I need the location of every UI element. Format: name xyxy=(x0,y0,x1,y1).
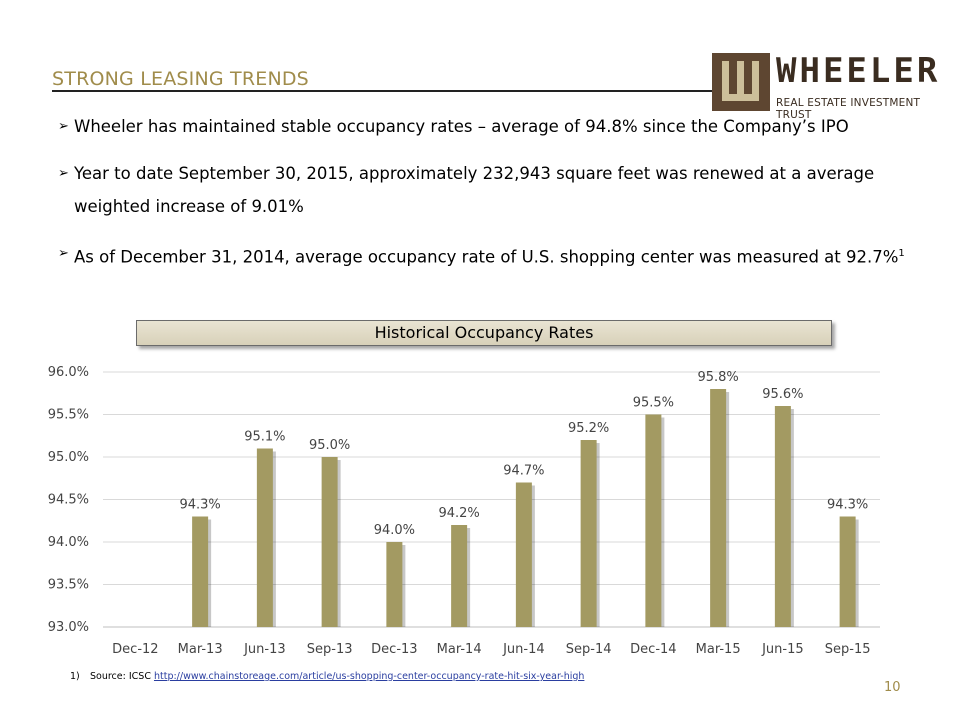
y-tick-label: 95.0% xyxy=(48,450,89,465)
bar xyxy=(645,414,662,627)
wheeler-logo: WHEELER REAL ESTATE INVESTMENT TRUST xyxy=(712,51,937,121)
data-label: 95.6% xyxy=(762,387,803,402)
page-number: 10 xyxy=(884,680,901,695)
bar xyxy=(580,440,597,627)
arrow-bullet-icon: ➢ xyxy=(58,246,69,261)
bar xyxy=(774,406,791,627)
data-label: 95.0% xyxy=(309,438,350,453)
y-tick-label: 94.5% xyxy=(48,493,89,508)
x-tick-label: Mar-13 xyxy=(178,642,223,657)
bullet-text: As of December 31, 2014, average occupan… xyxy=(74,247,899,267)
bullet-text: Year to date September 30, 2015, approxi… xyxy=(74,164,875,216)
footnote-source-label: Source: ICSC xyxy=(90,671,154,682)
x-tick-label: Jun-15 xyxy=(761,642,804,657)
data-label: 94.0% xyxy=(374,523,415,538)
bar xyxy=(192,516,209,627)
x-tick-label: Jun-13 xyxy=(243,642,286,657)
x-tick-label: Sep-14 xyxy=(566,642,612,657)
data-label: 95.8% xyxy=(697,370,738,385)
bar xyxy=(451,525,468,627)
footnote-number: 1) xyxy=(70,671,80,682)
x-tick-label: Mar-15 xyxy=(696,642,741,657)
bar xyxy=(839,516,856,627)
bullet-item: ➢ As of December 31, 2014, average occup… xyxy=(58,237,908,274)
occupancy-bar-chart: 93.0% 93.5% 94.0% 94.5% 95.0% 95.5% 96.0% Dec-1… xyxy=(48,365,880,657)
logo-subtitle: REAL ESTATE INVESTMENT TRUST xyxy=(776,97,921,121)
bullet-item: ➢ Wheeler has maintained stable occupanc… xyxy=(58,110,908,143)
x-tick-label: Dec-14 xyxy=(630,642,676,657)
data-label: 94.3% xyxy=(827,498,868,513)
data-label: 94.7% xyxy=(503,464,544,479)
bar xyxy=(515,482,532,627)
footnote: 1) Source: ICSC http://www.chainstoreage.… xyxy=(70,671,584,682)
arrow-bullet-icon: ➢ xyxy=(58,166,69,181)
y-tick-label: 93.5% xyxy=(48,578,89,593)
bar xyxy=(386,542,403,627)
y-tick-label: 95.5% xyxy=(48,408,89,423)
x-tick-label: Sep-15 xyxy=(825,642,871,657)
x-tick-label: Sep-13 xyxy=(307,642,353,657)
y-tick-label: 96.0% xyxy=(48,365,89,380)
bullet-list: ➢ Wheeler has maintained stable occupanc… xyxy=(58,110,908,288)
y-tick-label: 94.0% xyxy=(48,535,89,550)
y-tick-label: 93.0% xyxy=(48,620,89,635)
data-label: 95.1% xyxy=(244,430,285,445)
bar xyxy=(710,389,727,627)
bar xyxy=(256,448,273,627)
x-tick-label: Dec-13 xyxy=(371,642,417,657)
data-label: 94.3% xyxy=(179,498,220,513)
x-tick-label: Mar-14 xyxy=(437,642,482,657)
data-label: 95.2% xyxy=(568,421,609,436)
bullet-text: Wheeler has maintained stable occupancy … xyxy=(74,117,849,136)
chart-header-banner: Historical Occupancy Rates xyxy=(136,320,832,346)
data-label: 95.5% xyxy=(633,396,674,411)
footnote-source-link[interactable]: http://www.chainstoreage.com/article/us-… xyxy=(153,671,585,682)
title-underline xyxy=(52,90,716,92)
wheeler-logo-mark-icon xyxy=(712,53,770,111)
logo-wordmark: WHEELER xyxy=(776,51,941,91)
x-tick-label: Dec-12 xyxy=(112,642,158,657)
x-tick-label: Jun-14 xyxy=(502,642,545,657)
data-label: 94.2% xyxy=(438,506,479,521)
footnote-marker: 1 xyxy=(898,248,905,259)
bar xyxy=(321,457,338,627)
slide-title: STRONG LEASING TRENDS xyxy=(52,68,309,90)
arrow-bullet-icon: ➢ xyxy=(58,119,69,134)
bullet-item: ➢ Year to date September 30, 2015, appro… xyxy=(58,157,908,223)
